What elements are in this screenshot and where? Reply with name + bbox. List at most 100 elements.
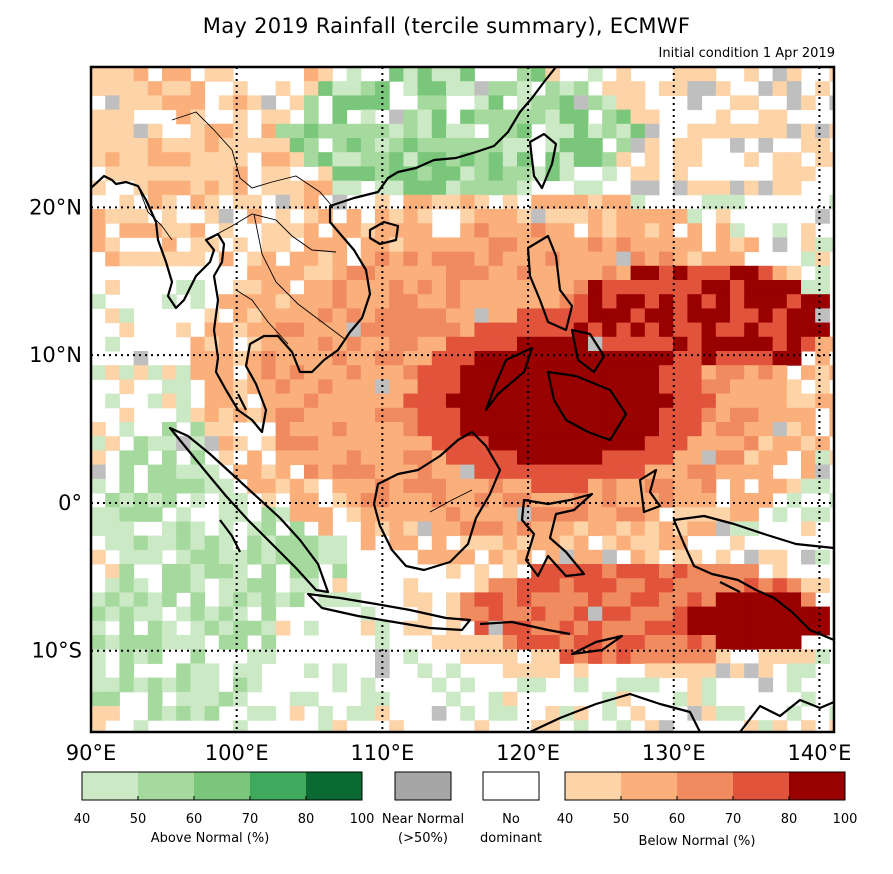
grid-cell <box>687 294 703 309</box>
grid-cell <box>829 123 834 139</box>
grid-cell <box>829 365 834 380</box>
grid-cell <box>446 194 461 210</box>
grid-cell <box>176 251 191 267</box>
grid-cell <box>346 436 362 451</box>
grid-cell <box>275 308 291 324</box>
grid-cell <box>119 308 135 324</box>
grid-cell <box>162 535 177 551</box>
grid-cell <box>744 507 759 522</box>
grid-cell <box>275 365 291 380</box>
grid-cell <box>105 280 120 295</box>
grid-cell <box>502 706 518 721</box>
grid-cell <box>446 166 461 182</box>
grid-cell <box>616 138 632 153</box>
grid-cell <box>758 464 774 480</box>
grid-cell <box>460 606 475 622</box>
grid-cell <box>332 422 348 437</box>
grid-cell <box>133 351 149 366</box>
grid-cell <box>730 351 745 366</box>
grid-cell <box>801 478 816 494</box>
grid-cell <box>318 436 333 451</box>
grid-cell <box>701 180 717 196</box>
grid-cell <box>517 138 532 153</box>
grid-cell <box>644 209 660 224</box>
grid-cell <box>162 67 177 82</box>
grid-cell <box>758 635 774 650</box>
lon-label: 90°E <box>66 741 117 765</box>
grid-cell <box>616 237 632 253</box>
grid-cell <box>772 351 788 366</box>
grid-cell <box>659 450 674 466</box>
grid-cell <box>644 422 660 437</box>
grid-cell <box>233 564 248 579</box>
grid-cell <box>488 691 504 707</box>
grid-cell <box>531 592 546 608</box>
grid-cell <box>744 422 759 437</box>
grid-cell <box>119 67 135 82</box>
grid-cell <box>147 677 163 693</box>
grid-cell <box>744 635 759 650</box>
grid-cell <box>715 194 731 210</box>
grid-cell <box>417 393 433 409</box>
grid-cell <box>218 592 234 608</box>
grid-cell <box>204 180 220 196</box>
grid-cell <box>105 393 120 409</box>
grid-cell <box>531 464 546 480</box>
grid-cell <box>474 635 490 650</box>
grid-cell <box>772 223 788 238</box>
grid-cell <box>758 677 774 693</box>
colorbar-frame <box>564 771 846 801</box>
grid-cell <box>105 677 120 693</box>
grid-cell <box>261 123 277 139</box>
grid-cell <box>786 379 802 395</box>
grid-cell <box>644 223 660 238</box>
grid-cell <box>488 351 504 366</box>
colorbar-tick-label: 70 <box>242 812 259 827</box>
grid-cell <box>403 649 419 664</box>
grid-cell <box>474 365 490 380</box>
grid-cell <box>630 478 646 494</box>
grid-cell <box>247 521 262 537</box>
grid-cell <box>403 251 419 267</box>
grid-cell <box>715 507 731 522</box>
grid-cell <box>417 280 433 295</box>
grid-cell <box>715 180 731 196</box>
grid-cell <box>545 436 561 451</box>
grid-cell <box>247 450 262 466</box>
grid-cell <box>147 606 163 622</box>
grid-cell <box>261 564 277 579</box>
grid-cell <box>730 507 745 522</box>
grid-cell <box>162 166 177 182</box>
grid-cell <box>630 592 646 608</box>
grid-cell <box>730 138 745 153</box>
grid-cell <box>545 109 561 125</box>
grid-cell <box>474 578 490 593</box>
grid-cell <box>176 223 191 238</box>
grid-cell <box>815 251 830 267</box>
grid-cell <box>204 606 220 622</box>
grid-cell <box>488 95 504 111</box>
grid-cell <box>573 81 589 96</box>
colorbar-swatch <box>789 772 845 800</box>
grid-cell <box>659 436 674 451</box>
grid-cell <box>460 493 475 508</box>
grid-cell <box>488 507 504 522</box>
grid-cell <box>247 322 262 338</box>
grid-cell <box>275 393 291 409</box>
grid-cell <box>502 138 518 153</box>
grid-cell <box>602 578 617 593</box>
grid-cell <box>531 478 546 494</box>
grid-cell <box>204 351 220 366</box>
grid-cell <box>289 194 305 210</box>
grid-cell <box>502 407 518 423</box>
grid-cell <box>417 67 433 82</box>
grid-cell <box>474 351 490 366</box>
grid-cell <box>531 649 546 664</box>
grid-cell <box>659 209 674 224</box>
grid-cell <box>673 450 688 466</box>
grid-cell <box>531 677 546 693</box>
grid-cell <box>559 280 575 295</box>
grid-cell <box>332 365 348 380</box>
grid-cell <box>431 336 447 352</box>
grid-cell <box>91 635 106 650</box>
